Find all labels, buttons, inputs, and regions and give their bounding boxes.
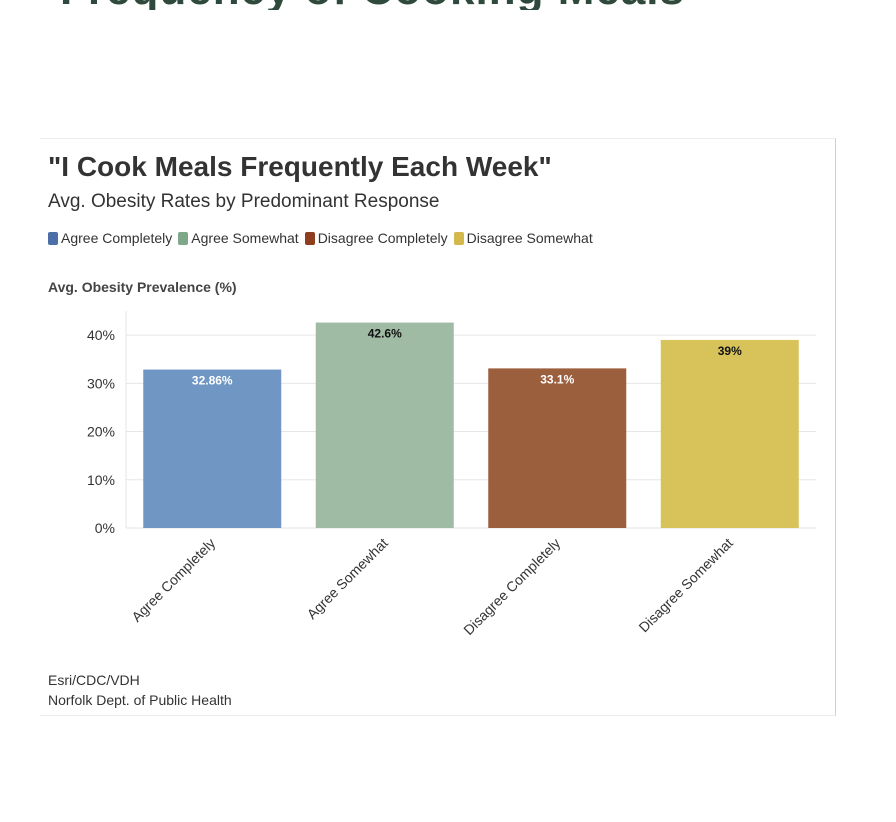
legend-swatch-disagree-somewhat <box>453 231 464 245</box>
source-credit: Esri/CDC/VDH Norfolk Dept. of Public Hea… <box>48 670 232 710</box>
x-tick-label: Disagree Completely <box>460 535 563 638</box>
legend-label: Disagree Completely <box>317 230 448 246</box>
y-tick-label: 10% <box>87 472 115 488</box>
legend-swatch-agree-completely <box>48 231 58 245</box>
y-tick-label: 30% <box>87 375 115 391</box>
chart-card: "I Cook Meals Frequently Each Week" Avg.… <box>40 138 836 716</box>
y-axis-title: Avg. Obesity Prevalence (%) <box>48 279 237 295</box>
y-tick-label: 0% <box>95 520 115 536</box>
legend-label: Disagree Somewhat <box>466 230 593 246</box>
bar-chart: 0% 10% 20% 30% 40% 32.86% Agree Completely 42.6… <box>87 311 816 638</box>
source-line-2: Norfolk Dept. of Public Health <box>48 692 232 708</box>
chart-subtitle: Avg. Obesity Rates by Predominant Respon… <box>48 191 440 212</box>
y-tick-label: 40% <box>87 327 115 343</box>
chart-title: "I Cook Meals Frequently Each Week" <box>48 151 552 182</box>
legend-swatch-agree-somewhat <box>178 231 189 245</box>
bar <box>315 322 454 528</box>
data-label: 33.1% <box>540 372 574 386</box>
bar <box>660 339 799 528</box>
legend-label: Agree Somewhat <box>191 230 299 246</box>
page-heading-text: Frequency of Cooking Meals Weekly <box>60 0 700 10</box>
legend-label: Agree Completely <box>61 230 173 246</box>
x-tick-label: Agree Somewhat <box>304 535 391 622</box>
legend-item-agree-completely[interactable]: Agree Completely <box>48 230 172 246</box>
y-tick-label: 20% <box>87 424 115 440</box>
page-heading: Frequency of Cooking Meals Weekly <box>60 0 700 10</box>
bar <box>488 368 627 528</box>
legend-item-disagree-somewhat[interactable]: Disagree Somewhat <box>453 230 593 246</box>
legend-item-disagree-completely[interactable]: Disagree Completely <box>304 230 448 246</box>
source-line-1: Esri/CDC/VDH <box>48 672 140 688</box>
x-tick-label: Agree Completely <box>128 535 218 625</box>
legend: Agree Completely Agree Somewhat Disagree… <box>48 230 593 246</box>
legend-swatch-disagree-completely <box>304 231 315 245</box>
data-label: 42.6% <box>368 327 402 341</box>
data-label: 32.86% <box>192 374 233 388</box>
bar <box>143 369 282 528</box>
legend-item-agree-somewhat[interactable]: Agree Somewhat <box>178 230 299 246</box>
x-tick-label: Disagree Somewhat <box>635 535 736 636</box>
data-label: 39% <box>718 344 742 358</box>
